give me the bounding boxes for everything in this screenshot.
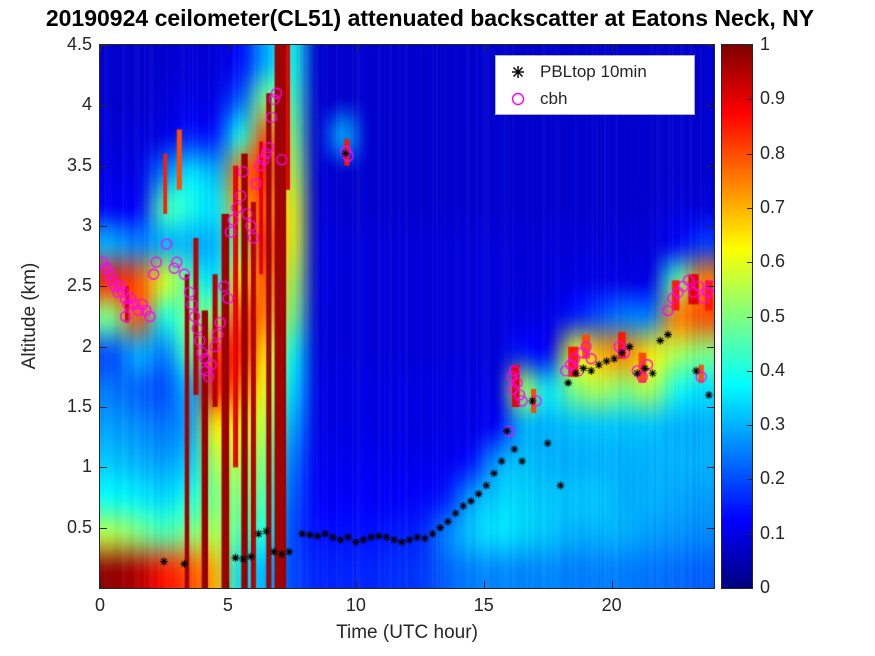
x-tick-mark-top — [100, 45, 101, 52]
y-tick-mark-right — [707, 45, 714, 46]
x-tick-label: 0 — [94, 595, 105, 615]
colorbar-tick-mark — [747, 370, 752, 372]
y-axis-label: Altitude (km) — [19, 262, 40, 370]
y-tick-label: 3 — [81, 215, 92, 235]
y-tick-mark — [100, 105, 107, 107]
x-tick-mark — [611, 581, 613, 588]
colorbar-tick-mark — [747, 425, 752, 427]
legend-label-pbltop: PBLtop 10min — [540, 61, 647, 81]
y-tick-mark — [100, 286, 107, 288]
y-tick-label: 2.5 — [66, 275, 92, 296]
colorbar-tick-mark — [747, 45, 752, 46]
colorbar-tick-mark — [747, 533, 752, 535]
backscatter-heatmap-canvas — [100, 45, 714, 588]
colorbar-tick-label: 0.8 — [760, 142, 786, 163]
y-tick-mark — [100, 165, 107, 167]
x-tick-label: 15 — [473, 595, 494, 615]
x-tick-mark-top — [611, 45, 613, 52]
asterisk-icon — [512, 65, 524, 78]
colorbar-tick-mark — [747, 479, 752, 481]
x-tick-mark-top — [355, 45, 357, 52]
legend-item-cbh: cbh — [496, 85, 694, 112]
colorbar-tick-label: 0.2 — [760, 468, 786, 489]
y-tick-mark-right — [707, 165, 714, 167]
x-tick-label: 20 — [601, 595, 622, 615]
colorbar-tick-label: 0.1 — [760, 522, 786, 543]
legend-item-pbltop: PBLtop 10min — [496, 58, 694, 85]
colorbar-tick-mark — [747, 99, 752, 101]
y-tick-label: 1 — [81, 456, 92, 477]
y-tick-mark-right — [707, 226, 714, 227]
y-tick-mark-right — [707, 407, 714, 408]
x-tick-label: 5 — [222, 595, 233, 615]
y-tick-mark-right — [707, 527, 714, 529]
colorbar-tick-mark — [747, 207, 752, 209]
y-tick-label: 0.5 — [66, 516, 92, 537]
colorbar-tick-label: 0.6 — [760, 251, 786, 272]
colorbar-tick-label: 1 — [760, 34, 771, 54]
chart-title: 20190924 ceilometer(CL51) attenuated bac… — [45, 5, 815, 31]
y-tick-mark — [100, 226, 107, 227]
colorbar-tick-label: 0 — [760, 577, 771, 597]
circle-icon — [511, 92, 525, 105]
y-tick-mark-right — [707, 467, 714, 469]
y-tick-mark — [100, 407, 107, 408]
colorbar-tick-label: 0.5 — [760, 305, 786, 326]
y-tick-mark-right — [707, 105, 714, 107]
legend-label-cbh: cbh — [540, 88, 568, 108]
x-tick-mark — [355, 581, 357, 588]
y-tick-mark — [100, 527, 107, 529]
y-tick-mark — [100, 346, 107, 348]
colorbar-tick-label: 0.3 — [760, 414, 786, 435]
y-tick-label: 4 — [81, 94, 92, 115]
x-tick-mark — [227, 581, 229, 588]
x-tick-mark-top — [483, 45, 485, 52]
colorbar-tick-label: 0.7 — [760, 196, 786, 217]
y-tick-mark — [100, 45, 107, 46]
y-tick-label: 1.5 — [66, 396, 92, 416]
legend: PBLtop 10min cbh — [495, 55, 695, 115]
colorbar-tick-mark — [747, 316, 752, 318]
x-tick-mark — [483, 581, 485, 588]
y-tick-label: 2 — [81, 335, 92, 356]
x-tick-label: 10 — [345, 595, 366, 615]
colorbar-tick-label: 0.4 — [760, 359, 786, 380]
colorbar-tick-mark — [747, 588, 752, 589]
x-axis-label: Time (UTC hour) — [336, 622, 478, 643]
y-tick-mark-right — [707, 346, 714, 348]
y-tick-mark — [100, 467, 107, 469]
y-tick-label: 4.5 — [66, 34, 92, 54]
y-tick-mark-right — [707, 286, 714, 288]
colorbar-tick-label: 0.9 — [760, 88, 786, 109]
x-tick-mark-top — [227, 45, 229, 52]
y-tick-label: 3.5 — [66, 154, 92, 175]
colorbar-tick-mark — [747, 262, 752, 264]
x-tick-mark — [100, 581, 101, 588]
colorbar-tick-mark — [747, 153, 752, 155]
